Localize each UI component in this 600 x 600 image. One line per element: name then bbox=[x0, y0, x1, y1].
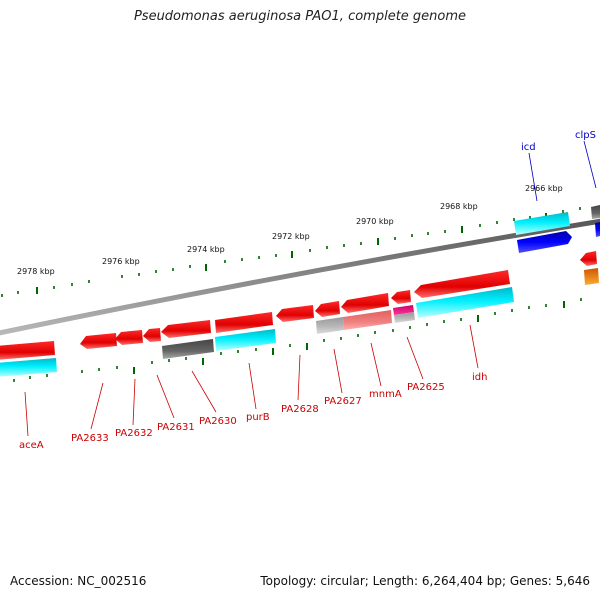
cog-box bbox=[0, 358, 57, 377]
gene-labels: aceA PA2633 PA2632 PA2631 PA2630 purB PA… bbox=[19, 130, 596, 451]
inner-tick-row bbox=[13, 298, 582, 382]
cog-box bbox=[162, 339, 214, 359]
cog-box bbox=[215, 329, 276, 351]
gene-label-PA2628[interactable]: PA2628 bbox=[281, 404, 319, 415]
tick-label: 2970 kbp bbox=[356, 217, 394, 226]
gene-label-purB[interactable]: purB bbox=[246, 412, 270, 423]
cog-box bbox=[393, 305, 414, 315]
gene-arrow-PA2628[interactable] bbox=[276, 305, 314, 322]
gene-label-PA2630[interactable]: PA2630 bbox=[199, 416, 237, 427]
cog-box bbox=[394, 312, 415, 323]
cog-box bbox=[343, 310, 392, 330]
gene-arrow-aceA[interactable] bbox=[0, 341, 55, 360]
tick-label: 2974 kbp bbox=[187, 245, 225, 254]
gene-label-mnmA[interactable]: mnmA bbox=[369, 389, 402, 400]
map-title: Pseudomonas aeruginosa PAO1, complete ge… bbox=[133, 9, 467, 24]
gene-arrow-PA2625[interactable] bbox=[391, 290, 411, 304]
forward-strand-genes bbox=[514, 205, 600, 253]
tick-label: 2978 kbp bbox=[17, 267, 55, 276]
gene-arrow-PA2631[interactable] bbox=[143, 328, 161, 342]
cog-box bbox=[416, 287, 514, 318]
gene-label-clpS[interactable]: clpS bbox=[575, 130, 596, 141]
gene-arrow-PA2627[interactable] bbox=[315, 301, 340, 317]
reverse-cog-boxes bbox=[0, 268, 599, 377]
reverse-strand-genes bbox=[0, 251, 597, 360]
gene-arrow-clpS[interactable] bbox=[595, 222, 600, 237]
gene-label-aceA[interactable]: aceA bbox=[19, 440, 44, 451]
gene-label-PA2633[interactable]: PA2633 bbox=[71, 433, 109, 444]
outer-tick-row bbox=[1, 207, 581, 297]
gene-arrow-right-red[interactable] bbox=[580, 251, 597, 266]
gene-arrow-idh[interactable] bbox=[414, 270, 510, 298]
gene-arrow-PA2630[interactable] bbox=[161, 320, 211, 338]
chromosome-backbone bbox=[0, 218, 600, 336]
gene-label-PA2631[interactable]: PA2631 bbox=[157, 422, 195, 433]
tick-label: 2968 kbp bbox=[440, 202, 478, 211]
genome-summary: Topology: circular; Length: 6,264,404 bp… bbox=[260, 574, 590, 588]
coordinate-labels: 2978 kbp 2976 kbp 2974 kbp 2972 kbp 2970… bbox=[17, 184, 563, 276]
cog-box bbox=[584, 268, 599, 285]
gene-arrow-purB[interactable] bbox=[215, 312, 273, 333]
gene-label-PA2627[interactable]: PA2627 bbox=[324, 396, 362, 407]
gene-label-PA2625[interactable]: PA2625 bbox=[407, 382, 445, 393]
gene-label-idh[interactable]: idh bbox=[472, 372, 487, 383]
tick-label: 2966 kbp bbox=[525, 184, 563, 193]
label-connectors bbox=[24, 140, 597, 437]
accession-label: Accession: NC_002516 bbox=[10, 574, 147, 588]
tick-label: 2972 kbp bbox=[272, 232, 310, 241]
cog-box bbox=[514, 212, 570, 235]
cog-box bbox=[316, 317, 344, 334]
cog-box bbox=[591, 205, 600, 219]
gene-arrow-icd[interactable] bbox=[517, 231, 572, 253]
gene-arrow-mnmA[interactable] bbox=[341, 293, 389, 313]
gene-arrow-PA2633[interactable] bbox=[80, 333, 117, 349]
tick-label: 2976 kbp bbox=[102, 257, 140, 266]
gene-label-PA2632[interactable]: PA2632 bbox=[115, 428, 153, 439]
gene-arrow-PA2632[interactable] bbox=[115, 330, 143, 345]
gene-label-icd[interactable]: icd bbox=[521, 142, 536, 153]
